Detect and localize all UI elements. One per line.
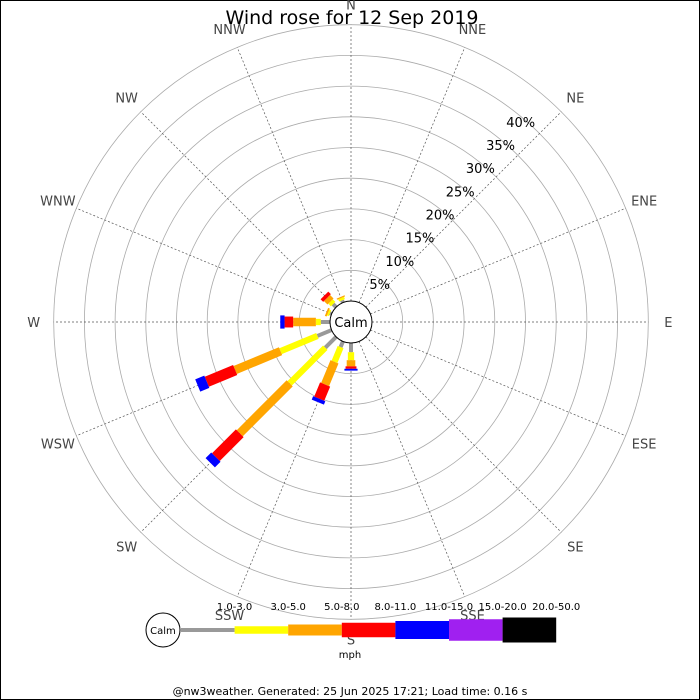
legend: Calm 1.0-3.0 3.0-5.0 5.0-8.0 8.0-11.0 11.0-1… — [145, 602, 580, 661]
percent-label-5: 5% — [369, 278, 390, 293]
bar-sw-bin-2 — [236, 380, 293, 437]
legend-swatch-4 — [395, 621, 449, 639]
direction-label-ene: ENE — [631, 195, 657, 210]
bar-wsw-bin-2 — [233, 347, 283, 374]
bar-ssw-bin-1 — [331, 345, 344, 364]
percent-label-10: 10% — [385, 255, 414, 270]
legend-swatch-3 — [341, 622, 396, 638]
legend-swatch-5 — [449, 619, 503, 641]
direction-label-s: S — [347, 633, 355, 648]
direction-label-ssw: SSW — [215, 609, 245, 624]
legend-label-6: 20.0-50.0 — [532, 602, 580, 613]
bar-nw-bin-2 — [323, 294, 334, 305]
percent-label-25: 25% — [446, 185, 475, 200]
legend-calm-label: Calm — [150, 626, 176, 637]
direction-label-w: W — [27, 316, 40, 331]
direction-label-nw: NW — [115, 92, 138, 107]
legend-swatch-2 — [288, 624, 342, 636]
legend-label-2: 5.0-8.0 — [324, 602, 359, 613]
direction-label-e: E — [664, 316, 672, 331]
bar-sw-bin-1 — [287, 345, 328, 386]
percent-label-20: 20% — [426, 209, 455, 224]
percent-label-40: 40% — [506, 116, 535, 131]
legend-unit: mph — [339, 650, 361, 661]
bar-ssw-bin-2 — [321, 360, 339, 387]
bar-wnw-bin-2 — [324, 307, 330, 317]
bar-sw-bin-3 — [212, 429, 244, 461]
legend-calm-circle — [145, 612, 181, 648]
legend-label-5: 15.0-20.0 — [479, 602, 527, 613]
legend-label-4: 11.0-15.0 — [425, 602, 473, 613]
bar-ssw-bin-0 — [338, 340, 345, 348]
legend-swatch-1 — [234, 626, 289, 634]
bar-nw-bin-3 — [320, 291, 331, 302]
legend-swatch-0 — [181, 628, 235, 632]
bar-nw-bin-1 — [328, 299, 336, 307]
legend-label-1: 3.0-5.0 — [270, 602, 305, 613]
direction-label-se: SE — [567, 540, 583, 555]
percent-label-35: 35% — [486, 139, 515, 154]
percent-label-30: 30% — [466, 162, 495, 177]
direction-label-sw: SW — [116, 540, 137, 555]
bar-wsw-bin-4 — [195, 375, 210, 392]
direction-label-ne: NE — [566, 92, 584, 107]
direction-label-ese: ESE — [632, 437, 657, 452]
bar-wsw-bin-3 — [204, 364, 238, 387]
direction-label-n: N — [346, 0, 356, 14]
bar-nnw-bin-1 — [338, 296, 345, 302]
calm-label: Calm — [334, 316, 367, 331]
direction-label-wnw: WNW — [40, 195, 76, 210]
bar-wnw-bin-1 — [326, 309, 332, 317]
direction-label-wsw: WSW — [41, 437, 75, 452]
bar-wsw-bin-1 — [279, 333, 319, 355]
bar-nw-bin-0 — [331, 302, 338, 309]
direction-label-nne: NNE — [459, 23, 487, 38]
bar-ssw-bin-3 — [314, 382, 331, 401]
grid-ring-20 — [206, 177, 496, 467]
grid-ring-35 — [114, 85, 588, 559]
bar-sw-bin-4 — [205, 452, 221, 468]
percent-labels: 5% 10% 15% 20% 25% 30% 35% 40% — [369, 116, 535, 293]
chart-title: Wind rose for 12 Sep 2019 — [225, 7, 478, 29]
legend-label-0: 1.0-3.0 — [217, 602, 252, 613]
legend-label-3: 8.0-11.0 — [375, 602, 417, 613]
calm-circle — [329, 300, 373, 344]
bar-wsw-bin-0 — [316, 328, 333, 338]
legend-swatch-6 — [502, 617, 557, 643]
direction-label-nnw: NNW — [213, 23, 245, 38]
bar-ssw-bin-4 — [311, 396, 326, 405]
percent-label-15: 15% — [405, 232, 434, 247]
footer: @nw3weather. Generated: 25 Jun 2025 17:2… — [173, 685, 528, 698]
bar-sw-bin-0 — [323, 335, 338, 350]
wind-bars — [195, 291, 358, 468]
